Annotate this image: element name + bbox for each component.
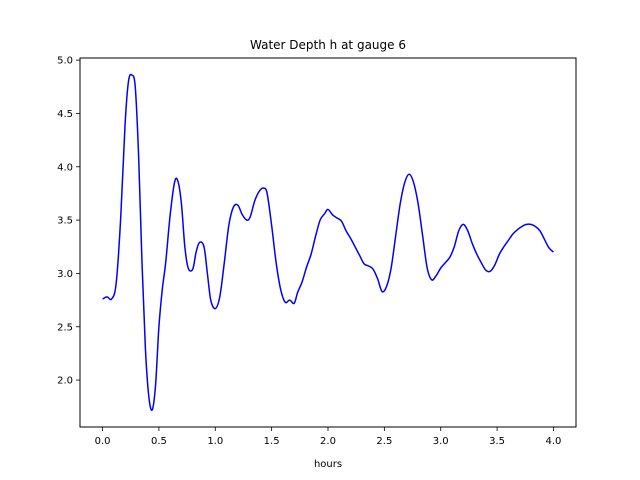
y-tick-label: 4.0 (57, 162, 73, 173)
series-line-0 (102, 73, 554, 412)
y-tick-label: 3.5 (57, 216, 73, 227)
x-tick-label: 2.0 (320, 436, 336, 447)
x-tick-label: 2.5 (376, 436, 392, 447)
x-tick-label: 0.0 (95, 436, 111, 447)
x-axis-label: hours (314, 459, 342, 470)
plot-area (102, 73, 554, 412)
y-tick-label: 3.0 (57, 269, 73, 280)
x-tick-label: 3.0 (433, 436, 449, 447)
chart-title: Water Depth h at gauge 6 (250, 38, 406, 52)
y-axis: 2.0 2.5 3.0 3.5 4.0 4.5 5.0 (57, 56, 80, 387)
y-tick-label: 2.5 (57, 322, 73, 333)
y-tick-label: 5.0 (57, 56, 73, 67)
x-tick-label: 1.0 (207, 436, 223, 447)
x-tick-label: 1.5 (264, 436, 280, 447)
y-tick-label: 2.0 (57, 376, 73, 387)
x-tick-label: 3.5 (489, 436, 505, 447)
y-tick-label: 4.5 (57, 109, 73, 120)
x-tick-label: 0.5 (151, 436, 167, 447)
x-tick-label: 4.0 (546, 436, 562, 447)
x-axis: 0.0 0.5 1.0 1.5 2.0 2.5 3.0 3.5 4.0 (95, 427, 562, 447)
